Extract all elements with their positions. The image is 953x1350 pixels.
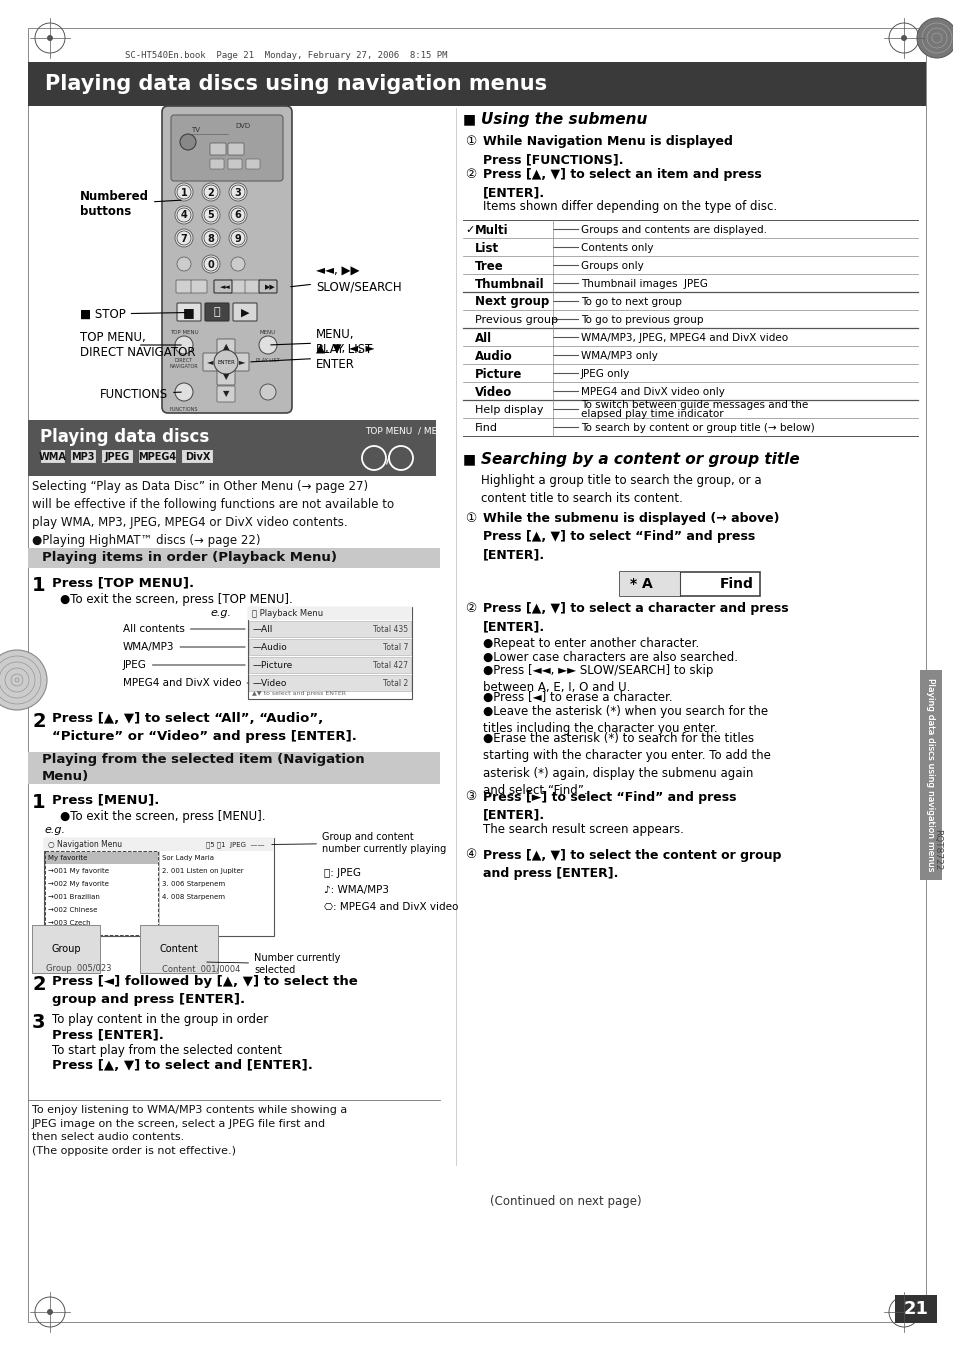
- FancyBboxPatch shape: [216, 339, 234, 385]
- FancyBboxPatch shape: [71, 450, 96, 463]
- Circle shape: [229, 230, 247, 247]
- FancyBboxPatch shape: [233, 302, 256, 321]
- Text: Playing data discs: Playing data discs: [40, 428, 209, 446]
- Text: Total 435: Total 435: [373, 625, 408, 633]
- Text: ENTER: ENTER: [217, 360, 234, 365]
- Text: 3: 3: [32, 1012, 46, 1031]
- Text: →002 My favorite: →002 My favorite: [48, 882, 109, 887]
- Bar: [44, 838, 274, 936]
- Text: ■: ■: [462, 112, 480, 126]
- Circle shape: [174, 230, 193, 247]
- Text: Thumbnail: Thumbnail: [475, 278, 544, 290]
- Text: Playing data discs using navigation menus: Playing data discs using navigation menu…: [45, 74, 547, 94]
- Text: e.g.: e.g.: [44, 825, 65, 836]
- Text: Press [▲, ▼] to select “All”, “Audio”,
“Picture” or “Video” and press [ENTER].: Press [▲, ▼] to select “All”, “Audio”, “…: [52, 711, 356, 743]
- Text: Group  005/023: Group 005/023: [46, 964, 112, 973]
- FancyBboxPatch shape: [228, 159, 242, 169]
- Text: ▲: ▲: [222, 343, 229, 351]
- Circle shape: [174, 336, 193, 354]
- Text: SC-HT540En.book  Page 21  Monday, February 27, 2006  8:15 PM: SC-HT540En.book Page 21 Monday, February…: [125, 51, 447, 61]
- Text: 1: 1: [32, 576, 46, 595]
- Text: ③: ③: [464, 791, 476, 803]
- Text: 2. 001 Listen on Jupiter: 2. 001 Listen on Jupiter: [162, 868, 243, 873]
- Bar: [919, 670, 941, 880]
- Text: Searching by a content or group title: Searching by a content or group title: [480, 452, 799, 467]
- Text: To search by content or group title (→ below): To search by content or group title (→ b…: [580, 423, 814, 433]
- Text: ◄◄: ◄◄: [219, 285, 230, 290]
- Text: Groups only: Groups only: [580, 261, 643, 271]
- Text: (Continued on next page): (Continued on next page): [490, 1195, 641, 1208]
- Text: —Picture: —Picture: [253, 660, 293, 670]
- Text: MPEG4: MPEG4: [138, 452, 176, 462]
- Text: WMA/MP3 only: WMA/MP3 only: [580, 351, 658, 360]
- Text: Playing from the selected item (Navigation
Menu): Playing from the selected item (Navigati…: [42, 753, 364, 783]
- Text: ■: ■: [462, 452, 480, 466]
- Circle shape: [202, 255, 220, 273]
- Text: Items shown differ depending on the type of disc.: Items shown differ depending on the type…: [482, 200, 777, 213]
- Text: TOP MENU  / MENU: TOP MENU / MENU: [365, 427, 450, 436]
- Circle shape: [900, 1310, 906, 1315]
- Text: ②: ②: [464, 602, 476, 616]
- FancyBboxPatch shape: [228, 143, 244, 155]
- Text: ●Lower case characters are also searched.: ●Lower case characters are also searched…: [482, 651, 738, 663]
- Text: All: All: [475, 332, 492, 344]
- Bar: [894, 1295, 936, 1323]
- Text: Picture: Picture: [475, 367, 522, 381]
- Text: Groups and contents are displayed.: Groups and contents are displayed.: [580, 225, 766, 235]
- Circle shape: [260, 383, 275, 400]
- Text: Sor Lady Maria: Sor Lady Maria: [162, 855, 213, 861]
- Text: Playing items in order (Playback Menu): Playing items in order (Playback Menu): [42, 552, 336, 564]
- Text: DVD: DVD: [235, 123, 251, 130]
- Text: While Navigation Menu is displayed
Press [FUNCTIONS].: While Navigation Menu is displayed Press…: [482, 135, 732, 166]
- Text: To enjoy listening to WMA/MP3 contents while showing a
JPEG image on the screen,: To enjoy listening to WMA/MP3 contents w…: [32, 1106, 347, 1156]
- Circle shape: [213, 350, 237, 374]
- Text: MP3: MP3: [71, 452, 95, 462]
- Text: All contents: All contents: [123, 624, 245, 634]
- Text: FUNCTIONS: FUNCTIONS: [170, 406, 198, 412]
- Text: DIRECT
NAVIGATOR: DIRECT NAVIGATOR: [170, 358, 198, 369]
- Text: Playing data discs using navigation menus: Playing data discs using navigation menu…: [925, 678, 935, 872]
- Circle shape: [174, 184, 193, 201]
- Text: Selecting “Play as Data Disc” in Other Menu (→ page 27)
will be effective if the: Selecting “Play as Data Disc” in Other M…: [32, 481, 394, 547]
- Text: ①: ①: [464, 135, 476, 148]
- FancyBboxPatch shape: [40, 450, 66, 463]
- Text: ●Press [◄◄, ►► SLOW/SEARCH] to skip
between A, E, I, O and U.: ●Press [◄◄, ►► SLOW/SEARCH] to skip betw…: [482, 664, 713, 694]
- Text: Playing data discs using navigation menus: Playing data discs using navigation menu…: [925, 678, 935, 872]
- Text: WMA: WMA: [39, 452, 67, 462]
- Text: WMA/MP3: WMA/MP3: [123, 643, 245, 652]
- Circle shape: [229, 184, 247, 201]
- Text: Tree: Tree: [475, 259, 503, 273]
- Text: ⓪5 ⓪1  JPEG  ——: ⓪5 ⓪1 JPEG ——: [206, 841, 264, 848]
- Text: Press [◄] followed by [▲, ▼] to select the
group and press [ENTER].: Press [◄] followed by [▲, ▼] to select t…: [52, 975, 357, 1006]
- Text: Contents only: Contents only: [580, 243, 653, 252]
- Text: WMA/MP3, JPEG, MPEG4 and DivX video: WMA/MP3, JPEG, MPEG4 and DivX video: [580, 333, 787, 343]
- Text: PLAY LIST: PLAY LIST: [256, 358, 279, 363]
- Text: JPEG: JPEG: [104, 452, 130, 462]
- Text: 0: 0: [208, 259, 214, 270]
- Text: Press [▲, ▼] to select a character and press
[ENTER].: Press [▲, ▼] to select a character and p…: [482, 602, 788, 633]
- Bar: [28, 752, 439, 784]
- Text: ◄◄, ▶▶
SLOW/SEARCH: ◄◄, ▶▶ SLOW/SEARCH: [291, 265, 401, 293]
- Text: ▼: ▼: [222, 373, 229, 382]
- Text: TOP MENU,
DIRECT NAVIGATOR: TOP MENU, DIRECT NAVIGATOR: [80, 331, 195, 359]
- Bar: [28, 548, 439, 568]
- Text: DivX: DivX: [185, 452, 210, 462]
- Text: RQT8722: RQT8722: [933, 829, 942, 871]
- Text: Find: Find: [720, 576, 753, 591]
- Text: ⓪: JPEG: ⓪: JPEG: [324, 868, 360, 878]
- Text: 4: 4: [180, 211, 187, 220]
- Bar: [619, 572, 679, 595]
- FancyBboxPatch shape: [191, 279, 207, 293]
- Text: ▶: ▶: [240, 308, 249, 317]
- Text: To play content in the group in order: To play content in the group in order: [52, 1012, 268, 1026]
- Text: ②: ②: [464, 167, 476, 181]
- Text: →001 My favorite: →001 My favorite: [48, 868, 109, 873]
- Text: Press [▲, ▼] to select an item and press
[ENTER].: Press [▲, ▼] to select an item and press…: [482, 167, 760, 198]
- Text: ■: ■: [183, 306, 194, 319]
- FancyBboxPatch shape: [162, 107, 292, 413]
- Text: 3. 006 Starpenem: 3. 006 Starpenem: [162, 882, 225, 887]
- Text: ▼: ▼: [222, 390, 229, 398]
- Text: ①: ①: [464, 512, 476, 525]
- Text: Highlight a group title to search the group, or a
content title to search its co: Highlight a group title to search the gr…: [480, 474, 760, 505]
- Bar: [249, 621, 411, 637]
